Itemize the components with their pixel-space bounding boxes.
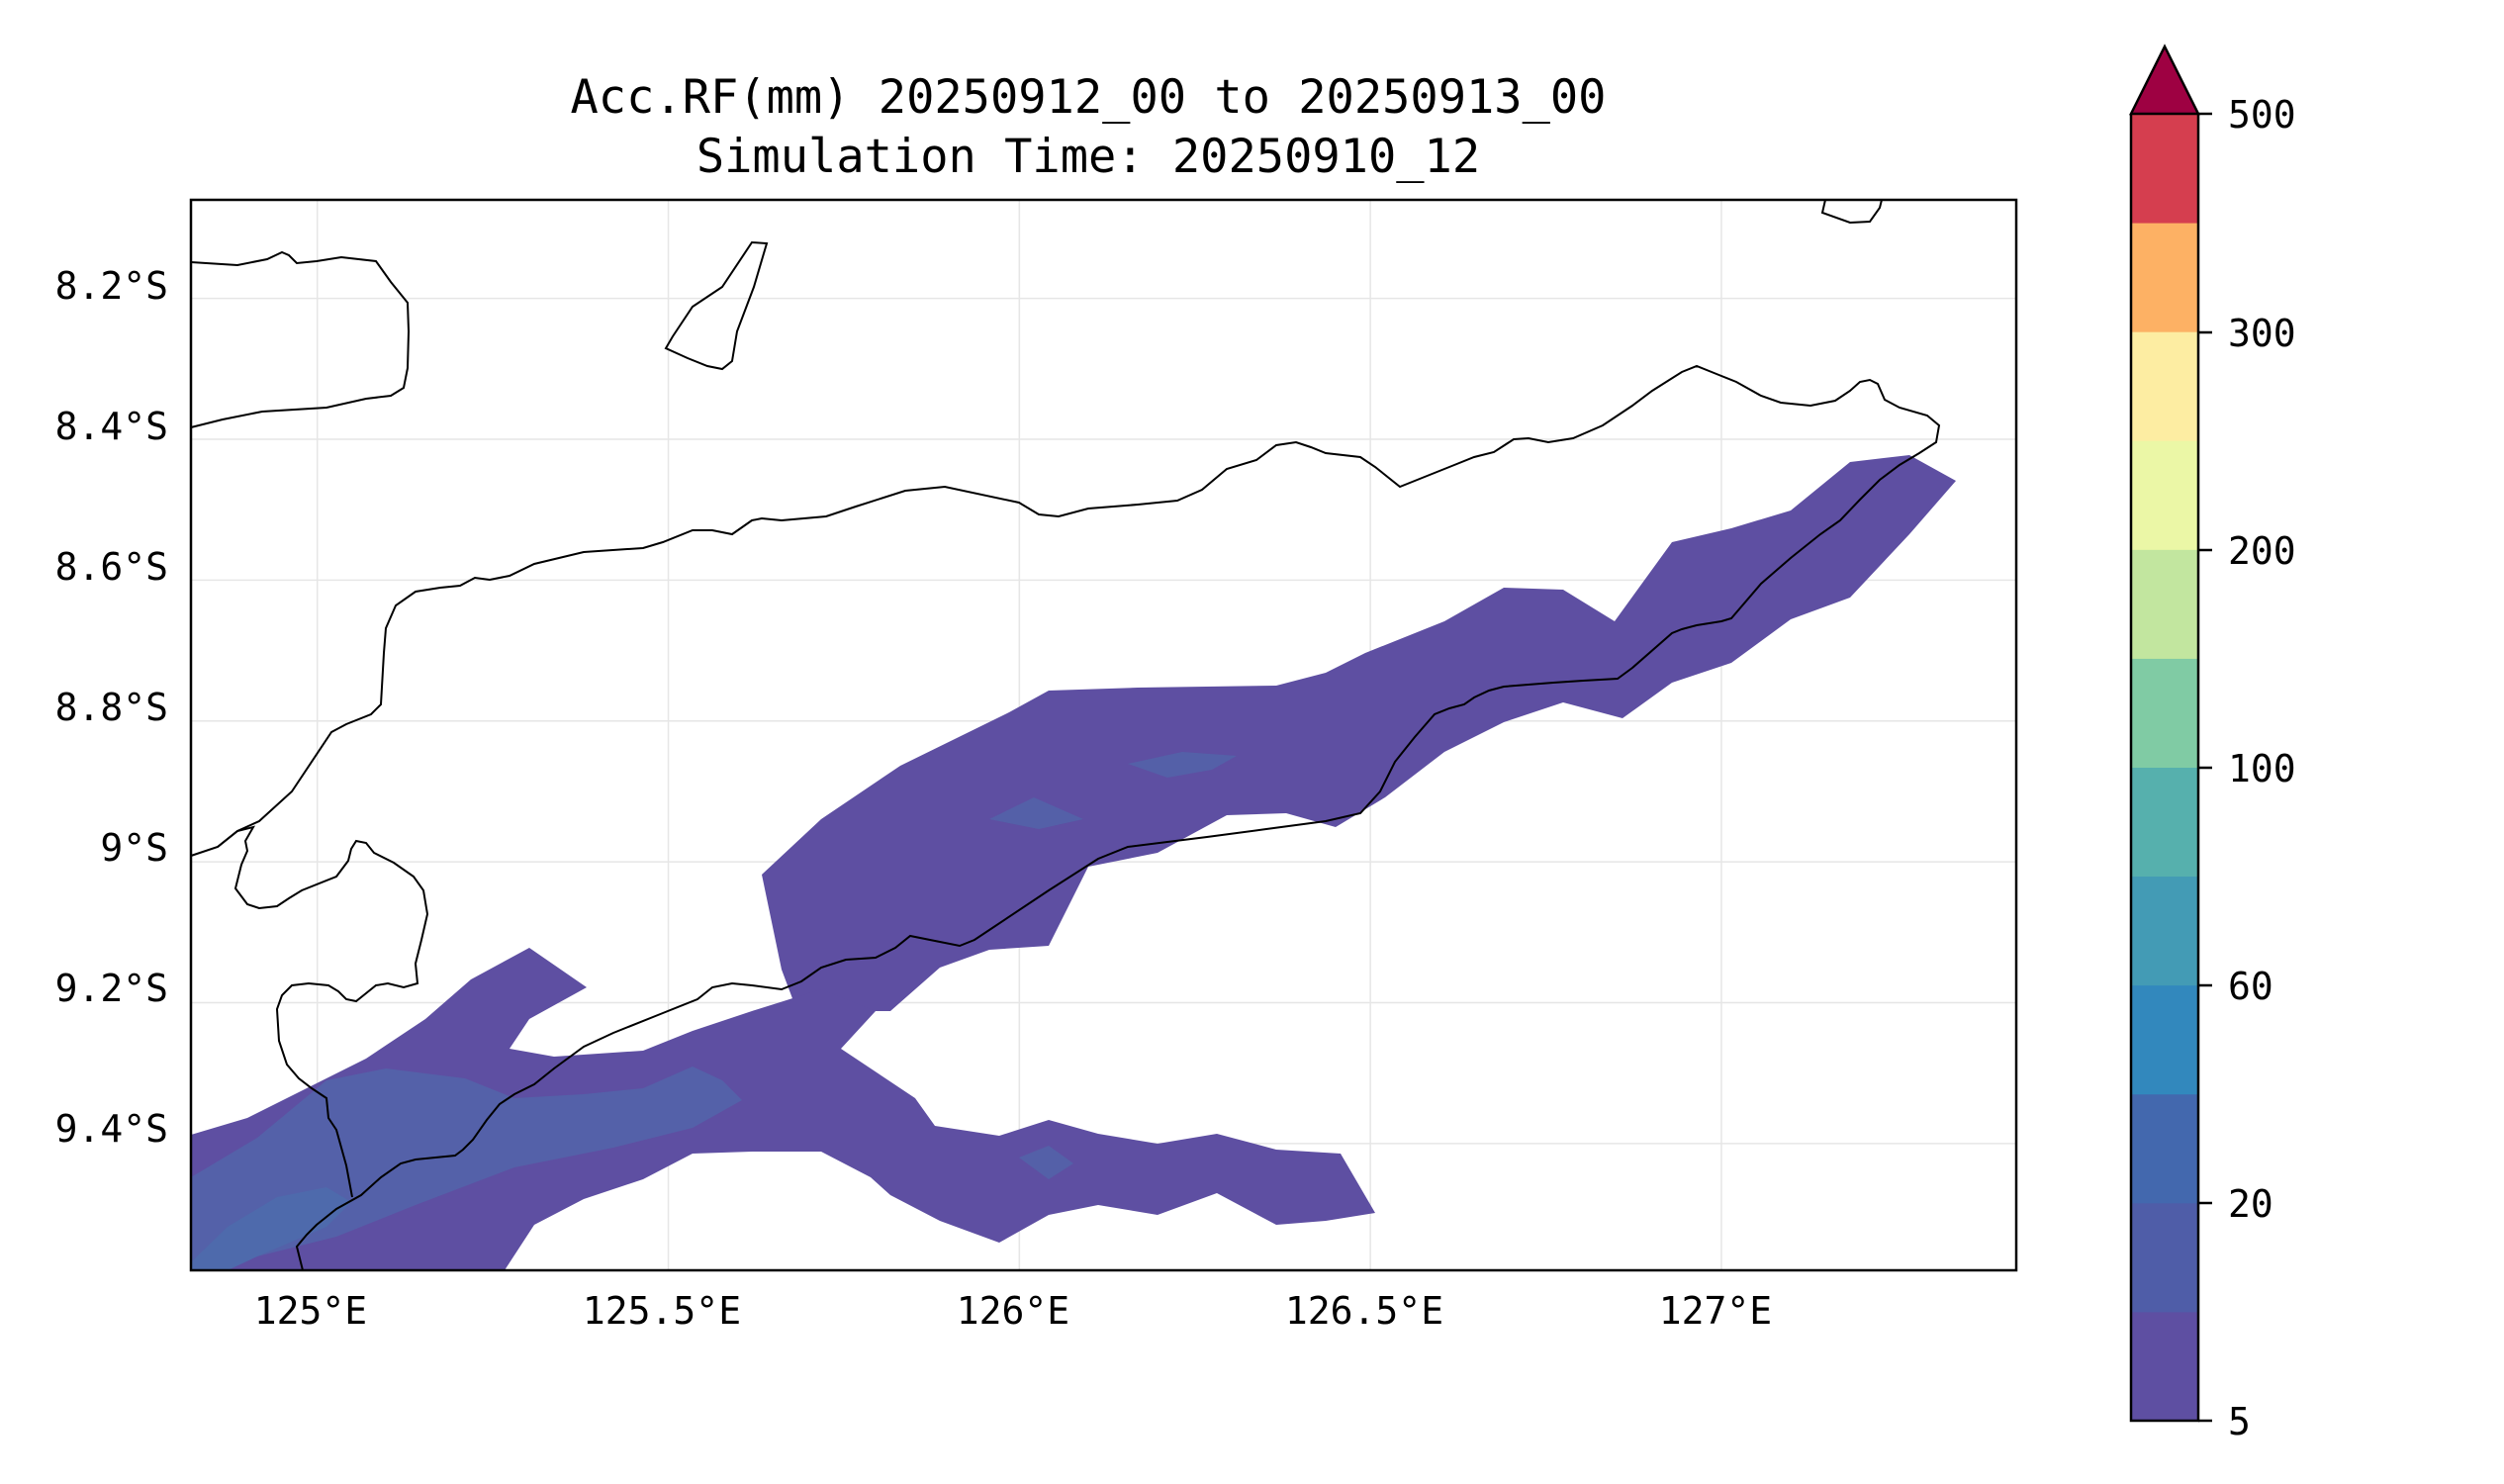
y-tick-label: 9.2°S (55, 967, 168, 1010)
x-tick-label: 125.5°E (583, 1289, 741, 1333)
coastline-island-northeast (1820, 199, 1883, 225)
colorbar-swatch (2131, 114, 2198, 224)
colorbar-tick-label: 5 (2228, 1400, 2251, 1443)
x-tick-label: 126.5°E (1285, 1289, 1443, 1333)
x-axis-ticks: 125°E 125.5°E 126°E 126.5°E 127°E (254, 1289, 1772, 1333)
colorbar-swatch (2131, 984, 2198, 1095)
y-tick-label: 9.4°S (55, 1107, 168, 1151)
colorbar-swatch (2131, 658, 2198, 768)
map-plot-area (189, 198, 2018, 1272)
colorbar-swatch (2131, 223, 2198, 332)
y-tick-label: 8.8°S (55, 686, 168, 729)
rainfall-inner-east (1128, 752, 1237, 778)
colorbar-swatch (2131, 767, 2198, 878)
rainfall-inner-southwest (191, 1187, 351, 1270)
y-tick-label: 8.2°S (55, 264, 168, 308)
colorbar-swatch (2131, 331, 2198, 441)
colorbar-tick-label: 300 (2228, 312, 2296, 355)
colorbar-swatch (2131, 1202, 2198, 1313)
coastline-small-island (664, 240, 769, 371)
y-tick-label: 9°S (100, 826, 168, 870)
map-frame (189, 198, 2018, 1272)
colorbar-swatch (2131, 876, 2198, 986)
colorbar-swatch (2131, 440, 2198, 550)
rainfall-inner-center (989, 797, 1083, 829)
rainfall-band-north (762, 455, 1956, 1011)
coastlines (190, 199, 1941, 1271)
colorbar-tick-label: 200 (2228, 529, 2296, 573)
rainfall-contours (191, 455, 1956, 1270)
coastline-north-island-west (190, 250, 411, 428)
colorbar-swatch (2131, 1093, 2198, 1204)
x-tick-label: 127°E (1659, 1289, 1772, 1333)
map-title-line1: Acc.RF(mm) 20250912_00 to 20250913_00 (571, 70, 1607, 125)
colorbar-tick-label: 60 (2228, 965, 2273, 1008)
y-tick-label: 8.6°S (55, 545, 168, 589)
colorbar-tick-label: 20 (2228, 1182, 2273, 1226)
colorbar-swatches (2131, 114, 2198, 1422)
map-title-line2: Simulation Time: 20250910_12 (696, 130, 1480, 184)
y-tick-label: 8.4°S (55, 405, 168, 448)
coastline-timor-north (190, 364, 1941, 1271)
colorbar-swatch (2131, 1311, 2198, 1422)
x-tick-label: 126°E (957, 1289, 1069, 1333)
colorbar-ticks (2198, 112, 2212, 1423)
x-tick-label: 125°E (254, 1289, 367, 1333)
rainfall-band-south (191, 948, 1375, 1270)
colorbar-swatch (2131, 549, 2198, 659)
colorbar: 5 20 60 100 200 300 500 (2128, 44, 2296, 1443)
y-axis-ticks: 8.2°S 8.4°S 8.6°S 8.8°S 9°S 9.2°S 9.4°S (55, 264, 168, 1151)
rainfall-inner-small (1019, 1146, 1073, 1179)
colorbar-extend-triangle (2128, 44, 2201, 116)
colorbar-tick-label: 100 (2228, 747, 2296, 790)
coastline-timor-west (217, 825, 429, 1198)
colorbar-tick-label: 500 (2228, 93, 2296, 137)
